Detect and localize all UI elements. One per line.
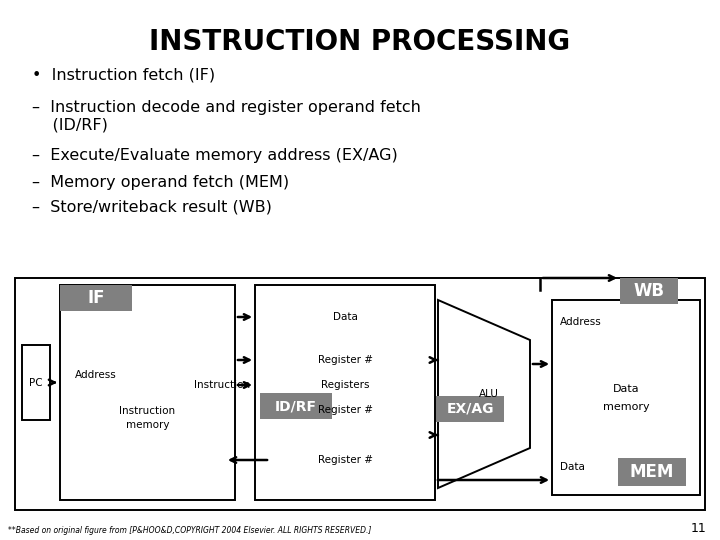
Text: Address: Address <box>75 370 117 380</box>
Text: IF: IF <box>87 289 104 307</box>
Bar <box>60 285 235 500</box>
Bar <box>618 458 686 486</box>
Text: MEM: MEM <box>630 463 674 481</box>
Bar <box>436 396 504 422</box>
Text: Register #: Register # <box>318 455 372 465</box>
Bar <box>260 393 332 419</box>
Text: Register #: Register # <box>318 405 372 415</box>
Text: Data: Data <box>613 384 639 395</box>
Bar <box>22 345 50 420</box>
Bar <box>552 300 700 495</box>
Text: PC: PC <box>30 377 42 388</box>
Polygon shape <box>438 300 530 488</box>
Text: Instruction: Instruction <box>120 406 176 415</box>
Text: EX/AG: EX/AG <box>446 402 494 416</box>
Text: **Based on original figure from [P&HOO&D,COPYRIGHT 2004 Elsevier. ALL RIGHTS RES: **Based on original figure from [P&HOO&D… <box>8 526 372 535</box>
Text: –  Store/writeback result (WB): – Store/writeback result (WB) <box>32 200 272 215</box>
Text: WB: WB <box>634 282 665 300</box>
Text: Register #: Register # <box>318 355 372 365</box>
Text: –  Memory operand fetch (MEM): – Memory operand fetch (MEM) <box>32 175 289 190</box>
Bar <box>60 285 132 311</box>
Bar <box>620 278 678 304</box>
Text: –  Instruction decode and register operand fetch
    (ID/RF): – Instruction decode and register operan… <box>32 100 421 132</box>
Text: Data: Data <box>333 312 357 322</box>
Text: memory: memory <box>126 421 169 430</box>
Bar <box>255 285 435 500</box>
Text: –  Execute/Evaluate memory address (EX/AG): – Execute/Evaluate memory address (EX/AG… <box>32 148 397 163</box>
Text: Registers: Registers <box>320 380 369 390</box>
Text: Data: Data <box>560 462 585 472</box>
Text: ALU: ALU <box>479 389 498 399</box>
Text: ID/RF: ID/RF <box>275 399 317 413</box>
Text: •  Instruction fetch (IF): • Instruction fetch (IF) <box>32 68 215 83</box>
Bar <box>15 278 705 510</box>
Text: Address: Address <box>560 317 602 327</box>
Text: Instruction: Instruction <box>194 380 250 390</box>
Text: 11: 11 <box>690 522 706 535</box>
Text: INSTRUCTION PROCESSING: INSTRUCTION PROCESSING <box>150 28 570 56</box>
Text: memory: memory <box>603 402 649 413</box>
